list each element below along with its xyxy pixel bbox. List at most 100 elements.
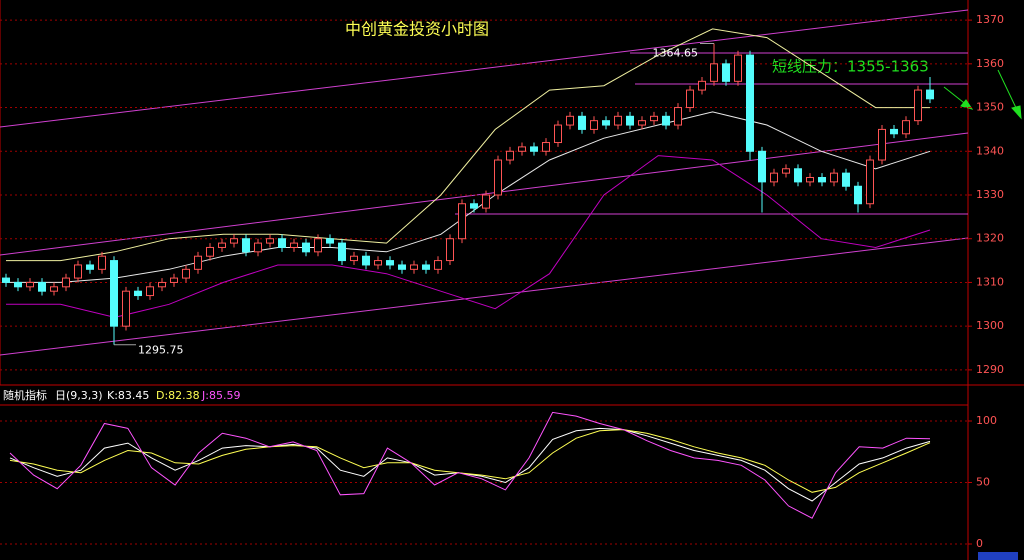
candle-body [806,177,814,183]
y-tick-label: 1290 [976,363,1004,376]
candle-body [158,281,166,288]
candle-body [134,290,142,297]
candle-body [566,115,574,126]
candle-body [602,120,610,126]
candle-body [506,150,514,161]
y-tick-label: 1370 [976,13,1004,26]
candle-body [734,54,742,82]
candle-body [446,238,454,262]
candle-body [230,238,238,244]
candle-body [554,124,562,144]
y-tick-label: 1300 [976,319,1004,332]
candle-body [122,290,130,327]
candle-body [38,281,46,292]
candle-body [878,128,886,161]
candle-body [770,172,778,183]
band-line [6,111,931,283]
candle-body [746,54,754,152]
candle-body [362,255,370,266]
candle-body [110,260,118,327]
y-tick-label: 1360 [976,57,1004,70]
candle-body [614,115,622,126]
candle-body [914,89,922,122]
candle-body [410,264,418,270]
candle-body [422,264,430,270]
candle-body [266,238,274,244]
candle-body [74,264,82,279]
y-tick-label: 50 [976,476,990,489]
candle-body [890,128,898,135]
candle-body [386,260,394,266]
candle-body [350,255,358,262]
candle-body [50,286,58,292]
indicator-title: 随机指标 [3,388,47,402]
candle-body [782,168,790,174]
candle-body [530,146,538,152]
candle-body [482,194,490,209]
candle-body [98,255,106,270]
candle-body [494,159,502,196]
candle-body [2,277,10,283]
candle-body [758,150,766,183]
scroll-box [978,552,1018,560]
candle-body [722,63,730,82]
candle-body [302,242,310,253]
candle-body [374,260,382,266]
candle-body [146,286,154,297]
candle-body [902,120,910,135]
candle-body [314,238,322,253]
indicator-params: 日(9,3,3) [55,389,103,402]
candle-body [818,177,826,183]
candle-body [650,115,658,122]
candle-body [626,115,634,126]
arrow [997,69,1019,113]
candle-body [290,242,298,248]
candle-body [686,89,694,109]
candle-body [842,172,850,187]
candle-body [866,159,874,205]
indicator-line [9,427,931,502]
candle-body [926,89,934,100]
y-tick-label: 1320 [976,232,1004,245]
candle-body [854,185,862,205]
candle-body [26,281,34,288]
candle-body [638,120,646,126]
candle-body [434,260,442,270]
candle-body [182,268,190,279]
candle-body [398,264,406,270]
indicator-line [9,429,931,493]
candle-body [194,255,202,270]
candle-body [578,115,586,130]
channel-lower [0,237,969,356]
band-line [6,155,931,318]
y-tick-label: 1340 [976,144,1004,157]
annotation: 短线压力：1355-1363 [772,58,929,76]
candle-body [674,107,682,126]
candle-body [698,80,706,91]
chart-title: 中创黄金投资小时图 [345,20,489,39]
candle-body [830,172,838,183]
candle-body [662,115,670,126]
y-tick-label: 1350 [976,101,1004,114]
high-label: 1364.65 [653,47,699,60]
candle-body [542,142,550,152]
candle-body [170,277,178,283]
candle-body [278,238,286,248]
candle-body [326,238,334,244]
candle-body [14,281,22,288]
candle-body [242,238,250,253]
candle-body [710,63,718,82]
y-tick-label: 100 [976,414,997,427]
band-line [6,28,930,262]
candle-body [254,242,262,253]
candle-body [86,264,94,270]
readout: J:85.59 [201,389,240,402]
candle-body [206,246,214,257]
readout: K:83.45 [107,389,149,402]
y-tick-label: 0 [976,537,983,550]
candle-body [470,203,478,209]
candle-body [458,203,466,240]
candle-body [338,242,346,262]
